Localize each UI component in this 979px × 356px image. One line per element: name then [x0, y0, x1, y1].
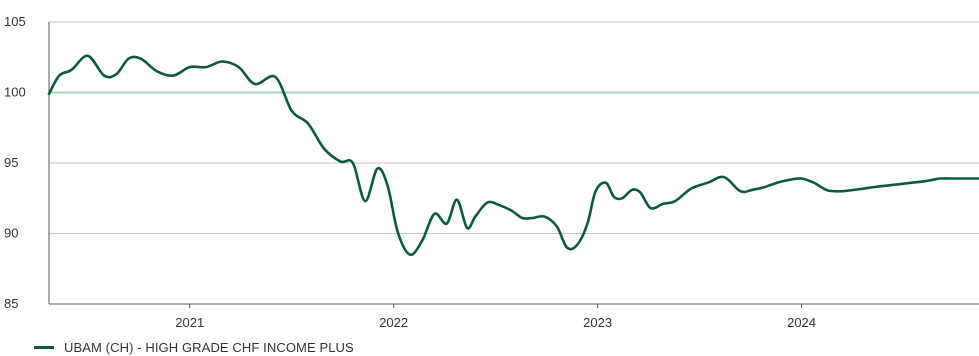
series-line-0 — [47, 54, 979, 257]
line-chart: 85 90 95 100 105 2021 2022 2023 2024 — [4, 14, 979, 330]
x-tick-label-2024: 2024 — [787, 315, 816, 330]
y-tick-label-105: 105 — [4, 14, 26, 29]
x-tick-label-2022: 2022 — [379, 315, 408, 330]
y-tick-label-95: 95 — [4, 155, 18, 170]
y-tick-label-90: 90 — [4, 226, 18, 241]
y-tick-label-85: 85 — [4, 296, 18, 311]
x-tick-label-2023: 2023 — [583, 315, 612, 330]
y-tick-label-100: 100 — [4, 85, 26, 100]
legend-swatch — [34, 346, 54, 349]
legend-label: UBAM (CH) - HIGH GRADE CHF INCOME PLUS — [64, 340, 354, 355]
x-tick-label-2021: 2021 — [175, 315, 204, 330]
chart-legend: UBAM (CH) - HIGH GRADE CHF INCOME PLUS — [34, 340, 354, 355]
